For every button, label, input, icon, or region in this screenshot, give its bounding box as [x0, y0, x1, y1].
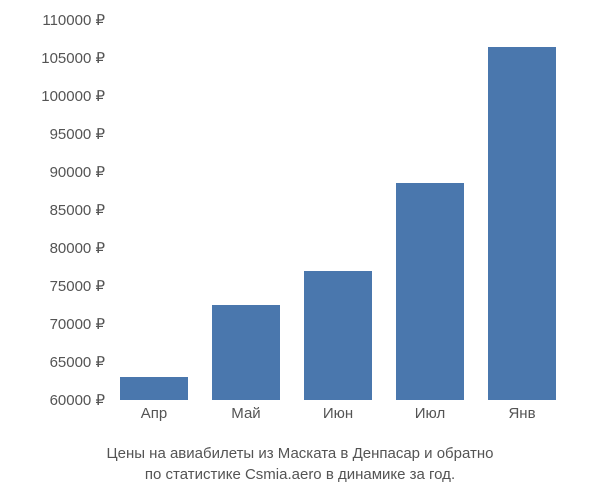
x-tick-label: Янв — [508, 405, 535, 422]
bar — [212, 305, 280, 400]
plot-area — [110, 20, 580, 400]
y-tick-label: 75000 ₽ — [0, 277, 105, 295]
y-tick-label: 85000 ₽ — [0, 201, 105, 219]
x-tick-label: Апр — [141, 405, 167, 422]
bar — [488, 47, 556, 400]
y-tick-label: 90000 ₽ — [0, 163, 105, 181]
x-tick-label: Май — [231, 405, 260, 422]
bar — [396, 183, 464, 400]
y-tick-label: 100000 ₽ — [0, 87, 105, 105]
y-tick-label: 95000 ₽ — [0, 125, 105, 143]
y-tick-label: 105000 ₽ — [0, 49, 105, 67]
y-axis: 60000 ₽65000 ₽70000 ₽75000 ₽80000 ₽85000… — [0, 20, 105, 400]
chart-caption: Цены на авиабилеты из Маската в Денпасар… — [0, 443, 600, 485]
y-tick-label: 60000 ₽ — [0, 391, 105, 409]
y-tick-label: 70000 ₽ — [0, 315, 105, 333]
bar — [304, 271, 372, 400]
y-tick-label: 80000 ₽ — [0, 239, 105, 257]
bar — [120, 377, 188, 400]
x-tick-label: Июл — [415, 405, 445, 422]
x-tick-label: Июн — [323, 405, 353, 422]
caption-line-1: Цены на авиабилеты из Маската в Денпасар… — [0, 443, 600, 464]
x-axis: Апр Май Июн Июл Янв — [110, 405, 580, 430]
y-tick-label: 65000 ₽ — [0, 353, 105, 371]
caption-line-2: по статистике Csmia.aero в динамике за г… — [0, 464, 600, 485]
y-tick-label: 110000 ₽ — [0, 11, 105, 29]
chart-container: 60000 ₽ 65000 ₽ 70000 ₽ 75000 ₽ 80000 ₽ 85000… — [0, 0, 600, 500]
